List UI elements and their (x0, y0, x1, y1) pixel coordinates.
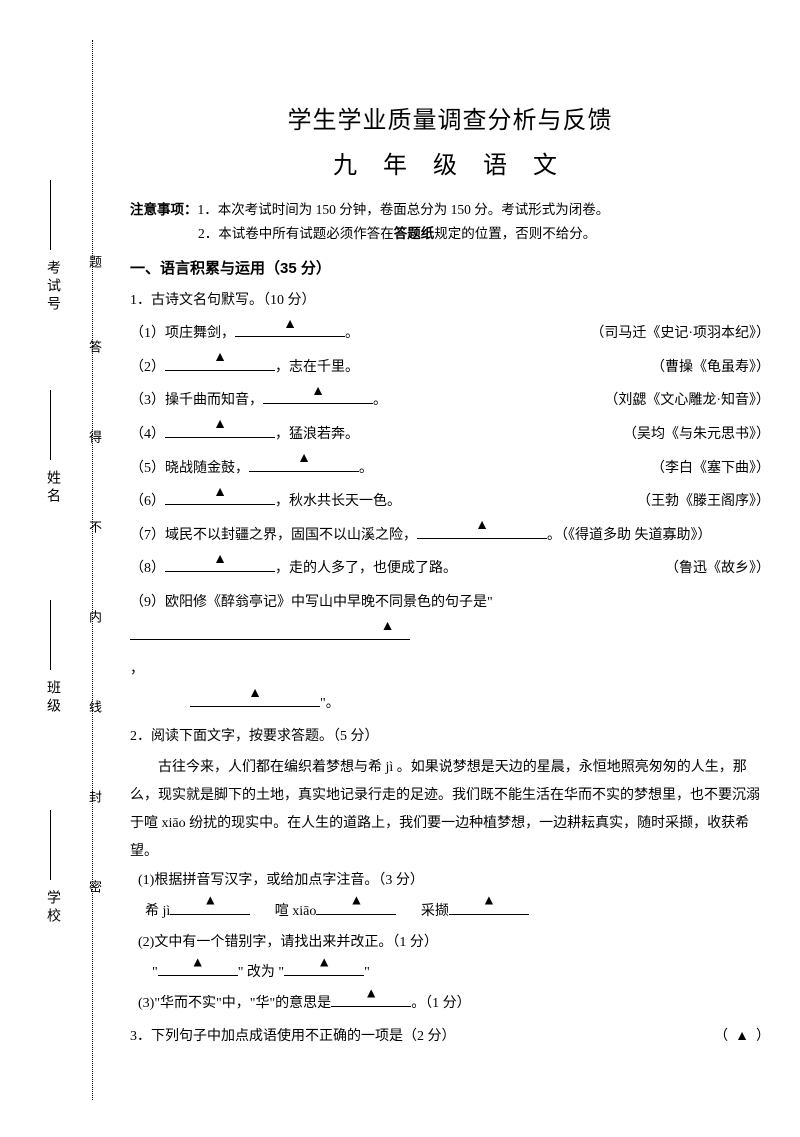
margin-label-school: 学校 (42, 890, 62, 926)
blank: ▲ (165, 353, 275, 371)
notice-block: 注意事项：1．本次考试时间为 150 分钟，卷面总分为 150 分。考试形式为闭… (130, 198, 770, 247)
blank: ▲ (417, 521, 547, 539)
q2-s1-b: 喧 xiāo (275, 904, 317, 919)
notice-bold: 答题纸 (394, 226, 435, 241)
notice-line2-wrap: 2．本试卷中所有试题必须作答在答题纸规定的位置，否则不给分。 (130, 226, 596, 241)
q2-s2-m: " 改为 " (238, 965, 284, 980)
q2-s3-a: (3)"华而不实"中，"华"的意思是 (138, 996, 331, 1011)
blank: ▲ (190, 689, 320, 707)
section1-heading: 一、语言积累与运用（35 分） (130, 257, 770, 278)
margin-underline-2 (50, 390, 51, 460)
q1-8-b: ，走的人多了，也便成了路。 (275, 561, 457, 576)
q1-4-src: （吴均《与朱元思书》） (603, 418, 770, 452)
seal-text-1: 题 (85, 255, 104, 276)
q1-stem: 1．古诗文名句默写。（10 分） (130, 284, 770, 318)
q1-5-b: 。 (359, 461, 373, 476)
q1-5-src: （李白《塞下曲》） (631, 452, 770, 486)
margin-label-examno: 考试号 (42, 260, 62, 314)
seal-text-8: 密 (85, 880, 104, 901)
q1-5-a: （5）晓战随金鼓， (130, 461, 249, 476)
blank: ▲ (263, 386, 373, 404)
q1-2-a: （2） (130, 360, 165, 375)
q1-8-a: （8） (130, 561, 165, 576)
q1-2-src: （曹操《龟虽寿》） (631, 351, 770, 385)
blank: ▲ (284, 958, 364, 976)
q1-item-8: （8）▲，走的人多了，也便成了路。 （鲁迅《故乡》） (130, 552, 770, 586)
q2-sub2-blanks: "▲" 改为 "▲" (138, 958, 770, 989)
q1-7-b: 。（《得道多助 失道寡助》） (547, 528, 712, 543)
seal-text-7: 封 (85, 790, 104, 811)
notice-line1: 1．本次考试时间为 150 分钟，卷面总分为 150 分。考试形式为闭卷。 (198, 202, 610, 217)
blank: ▲ (449, 897, 529, 915)
binding-margin: 考试号 姓名 班级 学校 题 答 得 不 内 线 封 密 (0, 0, 120, 1137)
blank: ▲ (170, 897, 250, 915)
seal-dotted-line (92, 40, 93, 1100)
q1-6-b: ，秋水共长天一色。 (275, 494, 401, 509)
seal-text-6: 线 (85, 700, 104, 721)
q2-sub1-blanks: 希 jì▲ 喧 xiāo▲ 采撷▲ (138, 897, 770, 928)
q2-s1-c: 采撷 (421, 904, 449, 919)
page-content: 学生学业质量调查分析与反馈 九 年 级 语 文 注意事项：1．本次考试时间为 1… (130, 100, 770, 1053)
q1-2-b: ，志在千里。 (275, 360, 359, 375)
q2-stem: 2．阅读下面文字，按要求答题。（5 分） (130, 720, 770, 754)
blank: ▲ (235, 319, 345, 337)
blank: ▲ (249, 454, 359, 472)
q1-item-4: （4）▲，猛浪若奔。 （吴均《与朱元思书》） (130, 418, 770, 452)
q1-item-2: （2）▲，志在千里。 （曹操《龟虽寿》） (130, 351, 770, 385)
q2-s2-b: " (364, 965, 370, 980)
margin-underline-4 (50, 810, 51, 880)
q1-6-a: （6） (130, 494, 165, 509)
q2-sub1: (1)根据拼音写汉字，或给加点字注音。（3 分） (138, 866, 770, 897)
q1-9-b: ， (130, 662, 144, 677)
q1-3-b: 。 (373, 393, 387, 408)
q1-3-a: （3）操千曲而知音， (130, 393, 263, 408)
q1-1-b: 。 (345, 326, 359, 341)
margin-underline-3 (50, 600, 51, 670)
q1-9-a: （9）欧阳修《醉翁亭记》中写山中早晚不同景色的句子是" (130, 595, 493, 610)
q3-stem: 3．下列句子中加点成语使用不正确的一项是（2 分） （ ▲ ） (130, 1020, 770, 1054)
q1-6-src: （王勃《滕王阁序》） (617, 485, 770, 519)
sub-title: 九 年 级 语 文 (130, 145, 770, 180)
margin-underline-1 (50, 180, 51, 250)
q1-9-c: "。 (320, 696, 340, 711)
notice-label: 注意事项： (130, 202, 198, 217)
q3-b: （ (714, 1029, 728, 1044)
q1-7-a: （7）域民不以封疆之界，固国不以山溪之险， (130, 528, 417, 543)
q1-4-b: ，猛浪若奔。 (275, 427, 359, 442)
q1-4-a: （4） (130, 427, 165, 442)
q1-3-src: （刘勰《文心雕龙·知音》） (584, 384, 770, 418)
blank: ▲ (130, 622, 410, 640)
q3-a: 3．下列句子中加点成语使用不正确的一项是（2 分） (130, 1020, 694, 1054)
blank: ▲ (158, 958, 238, 976)
q1-8-src: （鲁迅《故乡》） (645, 552, 770, 586)
q2-sub3: (3)"华而不实"中，"华"的意思是▲。（1 分） (138, 989, 770, 1020)
margin-label-class: 班级 (42, 680, 62, 716)
notice-line2b: 规定的位置，否则不给分。 (434, 226, 596, 241)
q2-sub2: (2)文中有一个错别字，请找出来并改正。（1 分） (138, 928, 770, 959)
main-title: 学生学业质量调查分析与反馈 (130, 100, 770, 135)
blank: ▲ (331, 989, 411, 1007)
q1-item-6: （6）▲，秋水共长天一色。 （王勃《滕王阁序》） (130, 485, 770, 519)
seal-text-2: 答 (85, 340, 104, 361)
seal-text-4: 不 (85, 520, 104, 541)
q2-s3-b: 。（1 分） (411, 996, 471, 1011)
blank: ▲ (316, 897, 396, 915)
q3-c: ） (756, 1029, 770, 1044)
seal-text-5: 内 (85, 610, 104, 631)
q1-1-src: （司马迁《史记·项羽本纪》） (570, 317, 770, 351)
blank: ▲ (165, 554, 275, 572)
q2-s1-a: 希 jì (145, 904, 170, 919)
margin-label-name: 姓名 (42, 470, 62, 506)
seal-text-3: 得 (85, 430, 104, 451)
q1-item-9: （9）欧阳修《醉翁亭记》中写山中早晚不同景色的句子是"▲ ， ▲"。 (130, 586, 770, 720)
q2-passage: 古往今来，人们都在编织着梦想与希 jì 。如果说梦想是天边的星晨，永恒地照亮匆匆… (130, 754, 770, 866)
q1-1-a: （1）项庄舞剑， (130, 326, 235, 341)
blank: ▲ (165, 420, 275, 438)
blank: ▲ (165, 487, 275, 505)
notice-line2a: 2．本试卷中所有试题必须作答在 (198, 226, 394, 241)
